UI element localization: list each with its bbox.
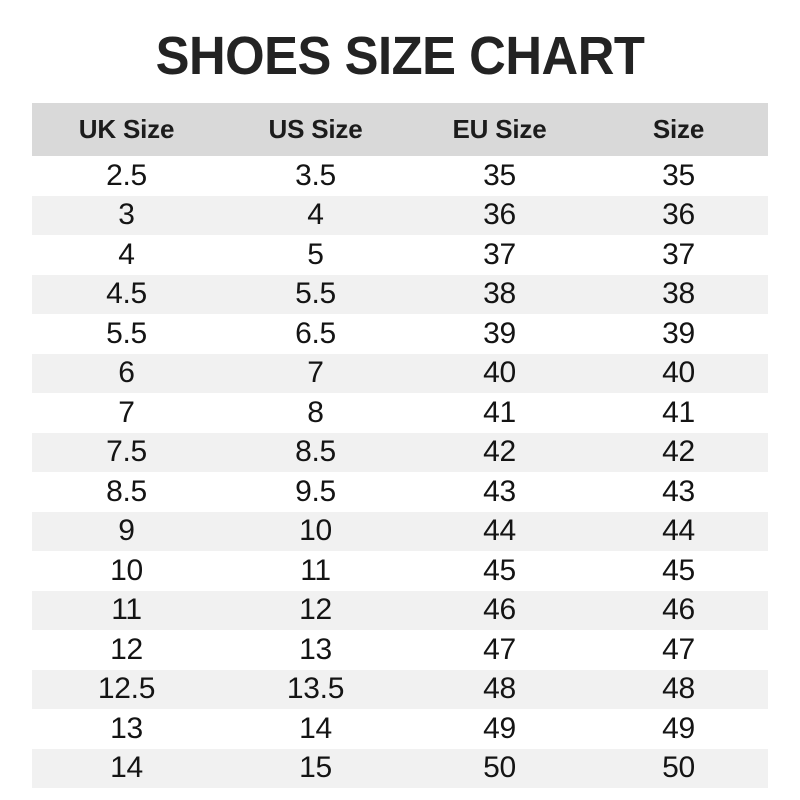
cell-us-size: 8.5 — [221, 432, 410, 472]
page-title: SHOES SIZE CHART — [155, 26, 645, 86]
cell-size: 42 — [589, 432, 768, 472]
table-row: 12 13 47 47 — [32, 630, 768, 670]
cell-us-size: 13.5 — [221, 669, 410, 709]
cell-size: 49 — [589, 709, 768, 749]
table-body: 2.5 3.5 35 35 3 4 36 36 4 5 37 37 4.5 5.5 38 38 5.5 6.5 39… — [32, 156, 768, 788]
cell-us-size: 12 — [221, 590, 410, 630]
cell-size: 46 — [589, 590, 768, 630]
table-row: 3 4 36 36 — [32, 195, 768, 235]
cell-size: 48 — [589, 669, 768, 709]
cell-size: 36 — [589, 195, 768, 235]
cell-eu-size: 40 — [410, 353, 589, 393]
cell-uk-size: 4 — [32, 235, 221, 275]
cell-us-size: 11 — [221, 551, 410, 591]
cell-uk-size: 8.5 — [32, 472, 221, 512]
table-row: 12.5 13.5 48 48 — [32, 669, 768, 709]
cell-eu-size: 47 — [410, 630, 589, 670]
cell-us-size: 6.5 — [221, 314, 410, 354]
cell-eu-size: 38 — [410, 274, 589, 314]
cell-uk-size: 13 — [32, 709, 221, 749]
table-row: 7.5 8.5 42 42 — [32, 432, 768, 472]
cell-uk-size: 14 — [32, 748, 221, 788]
table-row: 11 12 46 46 — [32, 590, 768, 630]
cell-uk-size: 4.5 — [32, 274, 221, 314]
cell-eu-size: 44 — [410, 511, 589, 551]
cell-uk-size: 12.5 — [32, 669, 221, 709]
column-header-size: Size — [589, 103, 768, 156]
cell-uk-size: 10 — [32, 551, 221, 591]
cell-size: 39 — [589, 314, 768, 354]
cell-uk-size: 3 — [32, 195, 221, 235]
cell-us-size: 5 — [221, 235, 410, 275]
cell-eu-size: 41 — [410, 393, 589, 433]
table-row: 4.5 5.5 38 38 — [32, 274, 768, 314]
cell-size: 41 — [589, 393, 768, 433]
table-header: UK Size US Size EU Size Size — [32, 103, 768, 156]
cell-eu-size: 35 — [410, 156, 589, 196]
cell-us-size: 5.5 — [221, 274, 410, 314]
cell-size: 37 — [589, 235, 768, 275]
cell-uk-size: 7.5 — [32, 432, 221, 472]
cell-uk-size: 2.5 — [32, 156, 221, 196]
cell-eu-size: 50 — [410, 748, 589, 788]
table-row: 9 10 44 44 — [32, 511, 768, 551]
cell-uk-size: 12 — [32, 630, 221, 670]
cell-uk-size: 9 — [32, 511, 221, 551]
cell-eu-size: 49 — [410, 709, 589, 749]
cell-eu-size: 37 — [410, 235, 589, 275]
table-row: 8.5 9.5 43 43 — [32, 472, 768, 512]
table-row: 6 7 40 40 — [32, 353, 768, 393]
cell-eu-size: 39 — [410, 314, 589, 354]
cell-uk-size: 5.5 — [32, 314, 221, 354]
shoes-size-table: UK Size US Size EU Size Size 2.5 3.5 35 35 3… — [32, 103, 768, 788]
cell-eu-size: 36 — [410, 195, 589, 235]
cell-size: 50 — [589, 748, 768, 788]
cell-us-size: 7 — [221, 353, 410, 393]
cell-us-size: 4 — [221, 195, 410, 235]
cell-eu-size: 45 — [410, 551, 589, 591]
cell-us-size: 10 — [221, 511, 410, 551]
cell-size: 40 — [589, 353, 768, 393]
cell-size: 35 — [589, 156, 768, 196]
cell-size: 44 — [589, 511, 768, 551]
cell-size: 38 — [589, 274, 768, 314]
cell-eu-size: 42 — [410, 432, 589, 472]
cell-eu-size: 48 — [410, 669, 589, 709]
table-row: 13 14 49 49 — [32, 709, 768, 749]
column-header-uk-size: UK Size — [32, 103, 221, 156]
cell-eu-size: 46 — [410, 590, 589, 630]
column-header-eu-size: EU Size — [410, 103, 589, 156]
table-header-row: UK Size US Size EU Size Size — [32, 103, 768, 156]
cell-us-size: 3.5 — [221, 156, 410, 196]
table-row: 14 15 50 50 — [32, 748, 768, 788]
cell-eu-size: 43 — [410, 472, 589, 512]
table-row: 5.5 6.5 39 39 — [32, 314, 768, 354]
cell-size: 45 — [589, 551, 768, 591]
cell-uk-size: 11 — [32, 590, 221, 630]
table-row: 2.5 3.5 35 35 — [32, 156, 768, 196]
column-header-us-size: US Size — [221, 103, 410, 156]
table-row: 4 5 37 37 — [32, 235, 768, 275]
cell-size: 43 — [589, 472, 768, 512]
cell-uk-size: 7 — [32, 393, 221, 433]
cell-us-size: 8 — [221, 393, 410, 433]
table-row: 10 11 45 45 — [32, 551, 768, 591]
cell-size: 47 — [589, 630, 768, 670]
cell-us-size: 14 — [221, 709, 410, 749]
table-row: 7 8 41 41 — [32, 393, 768, 433]
cell-us-size: 13 — [221, 630, 410, 670]
cell-us-size: 15 — [221, 748, 410, 788]
cell-uk-size: 6 — [32, 353, 221, 393]
cell-us-size: 9.5 — [221, 472, 410, 512]
